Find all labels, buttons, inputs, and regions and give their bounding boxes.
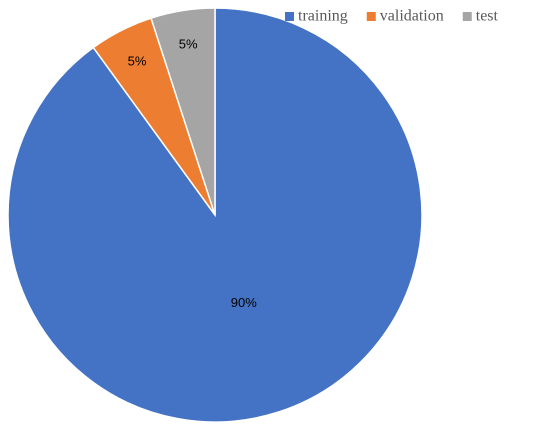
legend-swatch [366, 12, 376, 21]
legend-label: validation [380, 8, 444, 25]
data-label: 90% [231, 295, 257, 310]
legend-swatch [462, 12, 472, 21]
pie-slice [150, 7, 216, 216]
legend-label: training [298, 8, 348, 25]
legend-label: test [476, 8, 499, 25]
data-label: 5% [179, 37, 198, 52]
data-label: 5% [128, 53, 147, 68]
legend-swatch [285, 12, 294, 21]
